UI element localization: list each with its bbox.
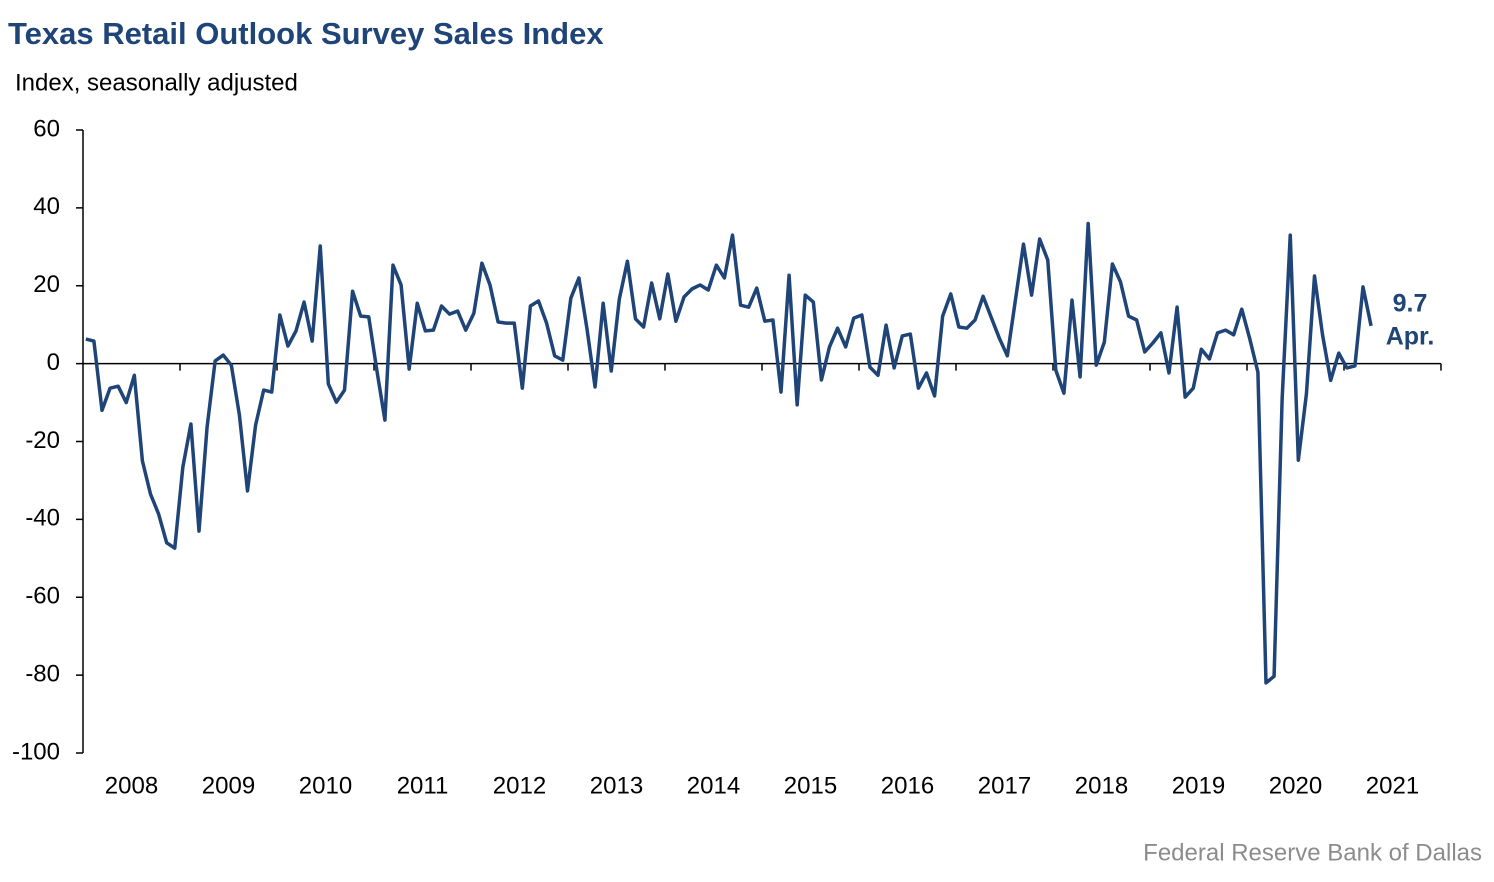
y-tick-label: -80 — [25, 660, 60, 687]
source: Federal Reserve Bank of Dallas — [1143, 839, 1482, 866]
subtitle: Index, seasonally adjusted — [15, 69, 298, 96]
x-tick-label: 2019 — [1172, 772, 1225, 799]
x-tick-label: 2013 — [590, 772, 643, 799]
x-tick-label: 2020 — [1269, 772, 1322, 799]
x-tick-label: 2010 — [299, 772, 352, 799]
y-tick-label: 20 — [33, 271, 60, 298]
x-tick-label: 2018 — [1075, 772, 1128, 799]
y-tick-label: -40 — [25, 505, 60, 532]
x-tick-label: 2015 — [784, 772, 837, 799]
x-tick-label: 2014 — [687, 772, 740, 799]
y-tick-label: 40 — [33, 193, 60, 220]
annotation: Apr. — [1386, 323, 1435, 351]
y-tick-label: -60 — [25, 583, 60, 610]
y-tick-label: 0 — [47, 349, 60, 376]
y-tick-label: -20 — [25, 427, 60, 454]
value-label: 9.7 — [1393, 290, 1428, 318]
y-tick-label: -100 — [12, 738, 60, 765]
y-tick-label: 60 — [33, 115, 60, 142]
x-tick-label: 2021 — [1366, 772, 1419, 799]
series-line — [85, 221, 1373, 685]
x-tick-label: 2017 — [978, 772, 1031, 799]
x-tick-label: 2011 — [397, 772, 449, 799]
x-tick-label: 2016 — [881, 772, 934, 799]
x-tick-label: 2009 — [202, 772, 255, 799]
x-tick-label: 2012 — [493, 772, 546, 799]
x-tick-label: 2008 — [105, 772, 158, 799]
chart-title: Texas Retail Outlook Survey Sales Index — [8, 16, 604, 51]
